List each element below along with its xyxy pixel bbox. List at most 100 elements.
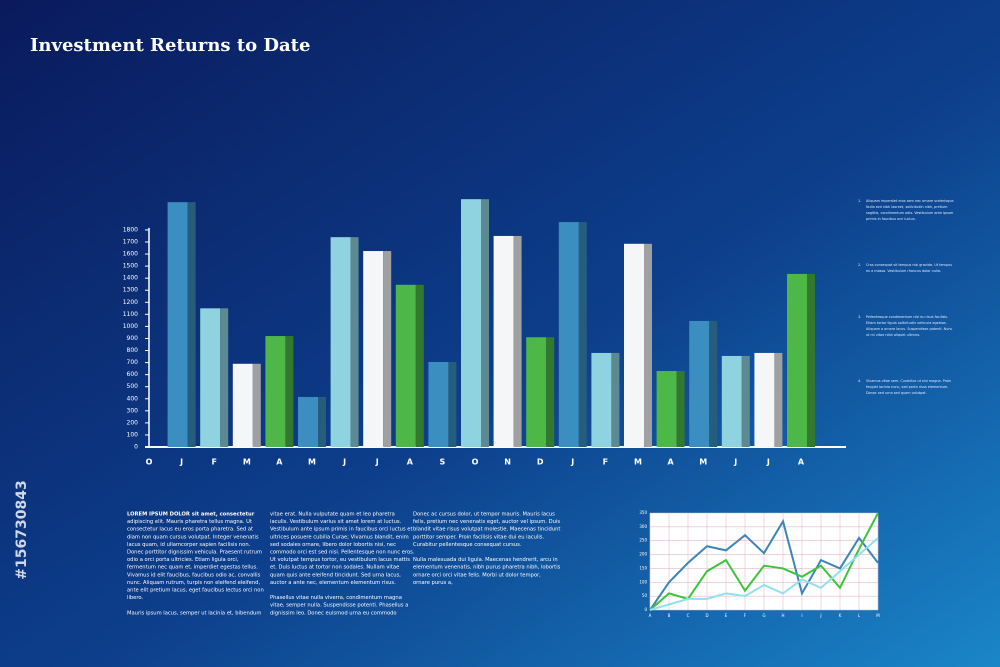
y-tick-label: 1300 xyxy=(123,287,138,294)
bar-side xyxy=(676,371,685,447)
y-tick-label: 700 xyxy=(127,359,139,366)
bar xyxy=(493,235,514,447)
body-text: Mauris ipsum lacus, semper ut lacinia et… xyxy=(127,610,261,616)
line-series xyxy=(649,518,879,611)
body-text: adipiscing elit. Mauris pharetra tellus … xyxy=(127,519,252,525)
bar xyxy=(232,363,253,447)
x-tick-label: H xyxy=(781,613,784,618)
y-tick-label: 1600 xyxy=(123,251,138,258)
bar xyxy=(167,202,188,447)
y-tick-label: 800 xyxy=(127,347,139,354)
x-tick-label: K xyxy=(839,613,842,618)
x-tick-label: M xyxy=(876,613,880,618)
body-text: lacus quam, id ullamcorper sapien facili… xyxy=(127,542,251,548)
y-tick-label: 500 xyxy=(127,383,139,390)
y-tick-label: 100 xyxy=(127,431,139,438)
bar xyxy=(754,352,775,447)
x-tick-label: O xyxy=(146,458,153,467)
bar xyxy=(363,251,384,447)
body-text: ornare purus a, xyxy=(413,580,453,586)
bar-side xyxy=(611,352,620,447)
bar xyxy=(624,243,644,447)
body-text: vitae erat. Nulla vulputate quam et leo … xyxy=(270,512,395,518)
body-text: ultrices posuere cubilia Curae; Vivamus … xyxy=(270,534,409,540)
bar-side xyxy=(383,251,392,447)
x-tick-label: A xyxy=(407,458,414,467)
line-series xyxy=(649,537,879,611)
y-tick-label: 200 xyxy=(127,419,139,426)
note-text: Nulla sed nibh laoreet, sollicitudin nib… xyxy=(866,205,948,209)
x-tick-label: F xyxy=(603,458,608,467)
body-text: consectetur lacus eu eros porta pharetra… xyxy=(127,527,253,533)
body-text: Curabitur pellentesque consequat cursus. xyxy=(413,542,522,548)
note-text: feugiat lacinia nunc, sed porta risus el… xyxy=(866,385,948,389)
body-text: ornare orci orci vitae felis. Morbi ut d… xyxy=(413,572,541,578)
y-tick-label: 200 xyxy=(639,552,647,557)
x-tick-label: L xyxy=(858,613,861,618)
y-tick-label: 1700 xyxy=(123,238,138,245)
bar-side xyxy=(481,199,489,447)
bar-side xyxy=(741,355,750,447)
body-text: nunc. Aliquam rutrum, turpis non eleifen… xyxy=(127,580,260,586)
y-tick-label: 1100 xyxy=(123,311,138,318)
y-tick-label: 1200 xyxy=(123,299,138,306)
bar-side xyxy=(448,361,457,447)
x-tick-label: S xyxy=(440,458,446,467)
x-tick-label: M xyxy=(308,458,316,467)
y-tick-label: 50 xyxy=(642,593,648,598)
y-tick-label: 600 xyxy=(127,371,139,378)
y-tick-label: 250 xyxy=(639,538,647,543)
body-text: dignissim leo. Donec euismod urna eu com… xyxy=(270,610,397,616)
bar-side xyxy=(578,222,587,447)
body-text: diam non quam cursus volutpat. Integer v… xyxy=(127,534,259,540)
note-number: 2. xyxy=(858,263,861,267)
x-tick-label: O xyxy=(472,458,479,467)
bar-side xyxy=(644,243,652,447)
body-text: Phasellus vitae nulla viverra, condiment… xyxy=(270,595,402,601)
bar xyxy=(200,308,221,447)
note-number: 4. xyxy=(858,379,861,383)
bar xyxy=(689,320,710,447)
x-tick-label: B xyxy=(668,613,671,618)
y-tick-label: 1000 xyxy=(123,323,138,330)
body-text: sed sodales ornare, libero dolor loborti… xyxy=(270,542,396,548)
x-tick-label: F xyxy=(211,458,216,467)
body-text: Vestibulum ante ipsum primis in faucibus… xyxy=(270,527,413,533)
bar-side xyxy=(546,337,555,447)
bar xyxy=(298,396,318,447)
bar-side xyxy=(350,237,359,447)
bar xyxy=(330,237,351,447)
bar xyxy=(721,355,742,447)
body-text: felis, pretium nec venenatis eget, aucto… xyxy=(413,519,560,525)
y-tick-label: 1400 xyxy=(123,275,138,282)
x-tick-label: J xyxy=(375,458,379,467)
bar-side xyxy=(220,308,229,447)
bar-side xyxy=(774,352,783,447)
body-text: Ut volutpat tempus tortor, eu vestibulum… xyxy=(270,557,410,563)
body-text: elementum venenatis, nibh purus pharetra… xyxy=(413,565,561,571)
x-tick-label: A xyxy=(798,458,805,467)
y-tick-label: 400 xyxy=(127,395,139,402)
bar xyxy=(395,284,416,447)
watermark-id: #156730843 xyxy=(14,480,30,579)
x-tick-label: J xyxy=(570,458,574,467)
body-text: blandit vitae risus volutpat molestie. M… xyxy=(413,527,560,533)
bar-side xyxy=(252,363,261,447)
y-tick-label: 150 xyxy=(639,565,647,570)
note-text: Aliquam a ornare lacus. Suspendisse pote… xyxy=(866,327,952,331)
body-text: auctor a ante nec, elementum elementum r… xyxy=(270,580,396,586)
body-text: Donec porttitor dignissim vehicula. Prae… xyxy=(127,550,262,556)
note-text: sagittis, condimentum odio. Vestibulum a… xyxy=(866,211,954,215)
y-tick-label: 0 xyxy=(134,444,138,451)
y-tick-label: 0 xyxy=(644,607,647,612)
x-tick-label: M xyxy=(699,458,707,467)
note-text: Aliquam imperdiet eros sem nec ornare sc… xyxy=(866,199,955,203)
x-tick-label: I xyxy=(801,613,802,618)
y-tick-label: 300 xyxy=(127,407,139,414)
bar xyxy=(428,361,449,447)
note-text: ut mi vitae nibh aliquet ultrices. xyxy=(866,333,920,337)
x-tick-label: M xyxy=(634,458,642,467)
body-text: fermentum nec quam et, imperdiet egestas… xyxy=(127,565,258,571)
x-tick-label: D xyxy=(705,613,708,618)
